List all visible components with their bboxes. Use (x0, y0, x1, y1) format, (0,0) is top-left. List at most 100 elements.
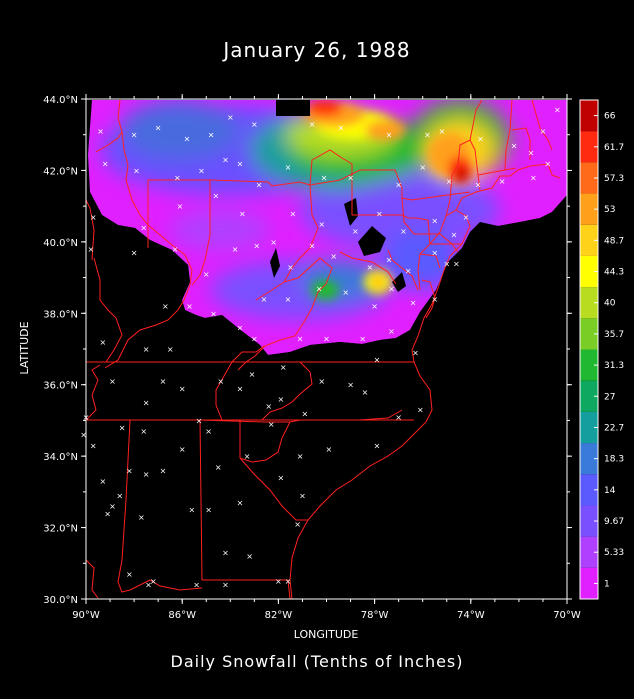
station-marker: × (412, 349, 419, 358)
station-marker: × (160, 377, 167, 386)
station-marker: × (338, 124, 345, 133)
y-tick-label: 38.0°N (43, 309, 78, 320)
station-marker: × (453, 259, 460, 268)
colorbar-label: 9.67 (604, 517, 624, 527)
station-marker: × (318, 377, 325, 386)
station-marker: × (244, 452, 251, 461)
x-axis-title: LONGITUDE (294, 628, 359, 641)
colorbar-swatch (580, 255, 598, 288)
colorbar-swatch (580, 567, 598, 599)
station-marker: × (104, 509, 111, 518)
station-marker: × (309, 241, 316, 250)
station-marker: × (140, 224, 147, 233)
y-tick-label: 32.0°N (43, 524, 78, 535)
station-marker: × (287, 263, 294, 272)
station-marker: × (446, 177, 453, 186)
station-marker: × (270, 238, 277, 247)
colorbar-swatch (580, 474, 598, 506)
colorbar-frame (579, 99, 599, 600)
colorbar-swatch (580, 287, 598, 319)
station-marker: × (167, 345, 174, 354)
colorbar-label: 1 (604, 579, 610, 589)
station-marker: × (261, 295, 268, 304)
station-marker: × (203, 270, 210, 279)
y-tick-label: 42.0°N (43, 166, 78, 177)
colorbar-swatch (580, 100, 598, 132)
station-marker: × (119, 424, 126, 433)
station-marker: × (143, 345, 150, 354)
station-marker: × (217, 377, 224, 386)
station-marker: × (540, 127, 547, 136)
colorbar-label: 22.7 (604, 423, 624, 433)
no-snow-hole (344, 198, 358, 226)
station-marker: × (330, 252, 337, 261)
station-marker: × (205, 427, 212, 436)
station-marker: × (80, 431, 87, 440)
station-marker: × (395, 413, 402, 422)
station-marker: × (410, 299, 417, 308)
station-marker: × (475, 181, 482, 190)
colorbar-label: 48.7 (604, 236, 624, 246)
x-tick-label: 74°W (457, 610, 485, 621)
station-marker: × (443, 259, 450, 268)
station-marker: × (289, 209, 296, 218)
colorbar-swatch (580, 349, 598, 381)
station-marker: × (179, 445, 186, 454)
station-marker: × (374, 441, 381, 450)
station-marker: × (116, 491, 123, 500)
station-marker: × (424, 131, 431, 140)
station-marker: × (176, 202, 183, 211)
station-marker: × (140, 427, 147, 436)
colorbar-label: 61.7 (604, 143, 624, 153)
station-marker: × (174, 174, 181, 183)
station-marker: × (451, 231, 458, 240)
station-marker: × (405, 266, 412, 275)
station-marker: × (299, 491, 306, 500)
station-marker: × (184, 134, 191, 143)
station-marker: × (280, 363, 287, 372)
station-marker: × (419, 163, 426, 172)
page-caption: Daily Snowfall (Tenths of Inches) (170, 652, 464, 671)
station-marker: × (222, 156, 229, 165)
station-marker: × (126, 570, 133, 579)
station-marker: × (205, 506, 212, 515)
station-marker: × (530, 174, 537, 183)
station-marker: × (285, 163, 292, 172)
station-marker: × (131, 249, 138, 258)
station-marker: × (193, 581, 200, 590)
x-tick-label: 86°W (168, 610, 196, 621)
station-marker: × (232, 245, 239, 254)
colorbar-swatch (580, 380, 598, 412)
colorbar-swatch (580, 162, 598, 194)
station-marker: × (302, 409, 309, 418)
station-marker: × (143, 470, 150, 479)
station-marker: × (237, 324, 244, 333)
y-axis-title: LATITUDE (18, 321, 31, 374)
station-marker: × (249, 370, 256, 379)
station-marker: × (213, 191, 220, 200)
station-marker: × (347, 381, 354, 390)
station-marker: × (388, 327, 395, 336)
station-marker: × (285, 295, 292, 304)
colorbar-label: 66 (604, 112, 616, 122)
station-marker: × (186, 302, 193, 311)
station-marker: × (268, 420, 275, 429)
station-marker: × (321, 174, 328, 183)
colorbar-swatch (580, 193, 598, 225)
station-marker: × (342, 288, 349, 297)
station-marker: × (126, 466, 133, 475)
colorbar-label: 57.3 (604, 174, 624, 184)
station-marker: × (155, 124, 162, 133)
station-marker: × (275, 577, 282, 586)
station-marker: × (237, 499, 244, 508)
station-marker: × (511, 141, 518, 150)
x-tick-label: 90°W (72, 610, 100, 621)
station-marker: × (388, 284, 395, 293)
x-tick-label: 82°W (265, 610, 293, 621)
colorbar-label: 14 (604, 486, 616, 496)
y-tick-label: 44.0°N (43, 95, 78, 106)
station-marker: × (188, 506, 195, 515)
station-marker: × (172, 245, 179, 254)
no-snow-hole (276, 100, 310, 116)
